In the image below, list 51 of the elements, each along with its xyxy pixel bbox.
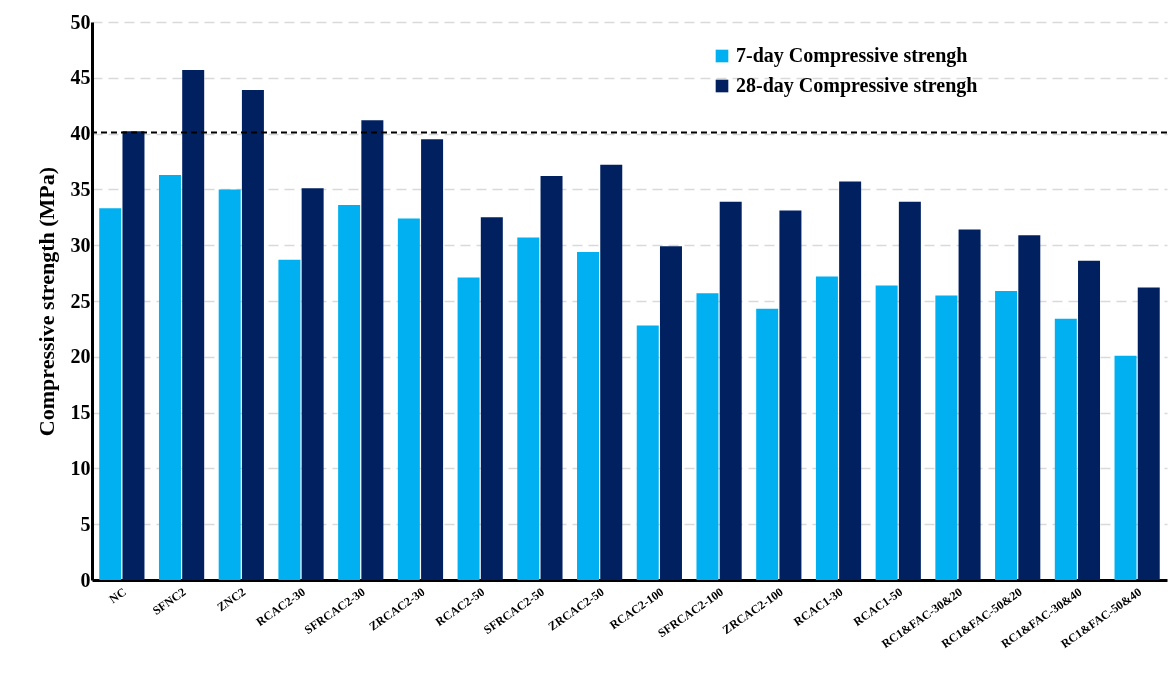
- y-axis-title: Compressive strength (MPa): [33, 166, 59, 437]
- bar: [958, 229, 981, 580]
- bar: [577, 251, 600, 580]
- bar: [1137, 287, 1160, 580]
- y-tick-label: 5: [80, 512, 91, 535]
- y-tick-label: 45: [70, 66, 91, 89]
- legend-label: 28-day Compressive strengh: [736, 74, 978, 97]
- bar: [99, 208, 122, 580]
- bar: [898, 201, 921, 580]
- bar: [659, 246, 682, 580]
- bar: [935, 295, 958, 580]
- y-tick-label: 10: [70, 456, 91, 479]
- bar: [158, 174, 181, 580]
- bar: [517, 237, 540, 580]
- bar: [480, 217, 503, 580]
- y-tick-label: 35: [70, 177, 91, 200]
- bar: [278, 259, 301, 580]
- bar: [301, 188, 324, 580]
- bar: [182, 69, 205, 580]
- legend-label: 7-day Compressive strengh: [736, 44, 968, 67]
- bar: [421, 139, 444, 580]
- bar: [218, 189, 241, 580]
- bar: [1018, 235, 1041, 580]
- bar: [815, 276, 838, 580]
- y-tick-label: 50: [70, 10, 91, 33]
- bar: [361, 120, 384, 580]
- bar: [457, 277, 480, 580]
- y-tick-label: 0: [80, 568, 91, 591]
- bar: [719, 201, 742, 580]
- bar: [540, 176, 563, 580]
- bar: [696, 293, 719, 580]
- bar: [636, 325, 659, 580]
- bar: [995, 290, 1018, 580]
- y-tick-label: 15: [70, 401, 91, 424]
- bar: [1078, 260, 1101, 580]
- bar: [1114, 355, 1137, 580]
- x-tick-label: NC: [106, 584, 129, 607]
- bar: [122, 131, 145, 580]
- bar: [600, 164, 623, 580]
- bar: [397, 218, 420, 580]
- y-tick-label: 20: [70, 345, 91, 368]
- bar: [338, 205, 361, 580]
- y-tick-label: 30: [70, 233, 91, 256]
- bar: [839, 181, 862, 580]
- bar: [875, 285, 898, 580]
- bar: [779, 210, 802, 580]
- y-tick-label: 40: [70, 122, 91, 145]
- bar: [1054, 318, 1077, 580]
- y-tick-label: 25: [70, 289, 91, 312]
- bar: [756, 308, 779, 580]
- bar: [241, 90, 264, 580]
